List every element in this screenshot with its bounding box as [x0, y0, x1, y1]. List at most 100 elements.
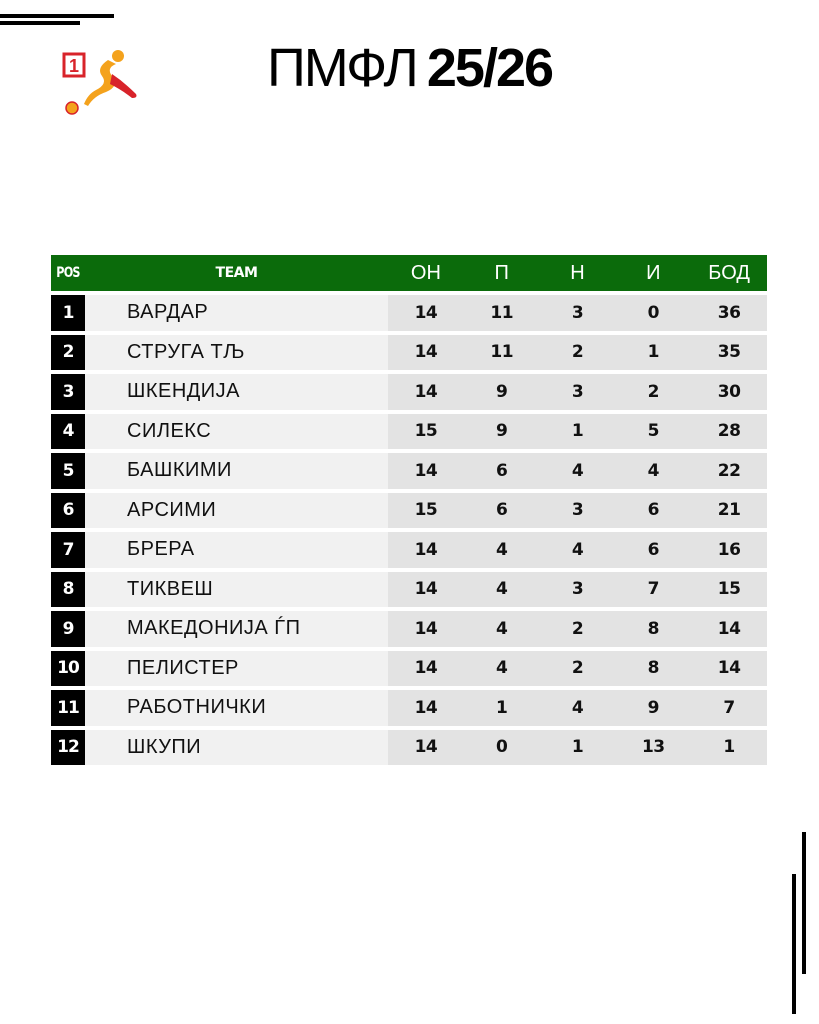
decor-line-top-short: [0, 21, 80, 25]
drawn-cell: 4: [571, 697, 584, 718]
stats-group: 14 9 3 2 30: [388, 374, 767, 410]
points-cell: 30: [717, 381, 741, 402]
table-row: 4 СИЛЕКС 15 9 1 5 28: [51, 413, 767, 449]
drawn-cell: 1: [571, 421, 584, 442]
team-name-cell: РАБОТНИЧКИ: [85, 690, 388, 726]
played-cell: 14: [414, 302, 438, 323]
header-team: TEAM: [215, 265, 258, 281]
page-title: ПМФЛ 25/26: [0, 38, 819, 98]
played-cell: 14: [414, 579, 438, 600]
stats-group: 14 4 3 7 15: [388, 571, 767, 607]
team-name-cell: СИЛЕКС: [85, 413, 388, 449]
lost-cell: 8: [647, 658, 660, 679]
stats-group: 14 11 3 0 36: [388, 295, 767, 331]
won-cell: 0: [496, 737, 508, 758]
team-name-cell: СТРУГА ТЉ: [85, 334, 388, 370]
table-header: POS TEAM ОН П Н И БОД: [51, 255, 767, 291]
stats-group: 15 6 3 6 21: [388, 492, 767, 528]
played-cell: 14: [414, 381, 438, 402]
table-body: 1 ВАРДАР 14 11 3 0 36 2 СТРУГА ТЉ 14 11 2 1 35 3 ШКЕНДИ…: [51, 295, 767, 765]
title-season: 25/26: [426, 38, 554, 98]
won-cell: 4: [496, 539, 508, 560]
lost-cell: 0: [647, 302, 660, 323]
position-cell: 2: [51, 334, 85, 370]
won-cell: 4: [496, 579, 508, 600]
logo-badge-number: 1: [69, 56, 79, 76]
lost-cell: 9: [647, 697, 660, 718]
position-cell: 9: [51, 611, 85, 647]
played-cell: 14: [414, 460, 438, 481]
lost-cell: 6: [647, 500, 660, 521]
stats-group: 14 4 4 6 16: [388, 532, 767, 568]
drawn-cell: 1: [571, 737, 584, 758]
table-row: 3 ШКЕНДИЈА 14 9 3 2 30: [51, 374, 767, 410]
table-row: 7 БРЕРА 14 4 4 6 16: [51, 532, 767, 568]
won-cell: 1: [496, 697, 508, 718]
played-cell: 14: [414, 618, 438, 639]
position-cell: 3: [51, 374, 85, 410]
position-cell: 5: [51, 453, 85, 489]
lost-cell: 8: [647, 618, 660, 639]
position-cell: 7: [51, 532, 85, 568]
position-cell: 12: [51, 729, 85, 765]
points-cell: 15: [717, 579, 741, 600]
lost-cell: 5: [647, 421, 660, 442]
table-row: 8 ТИКВЕШ 14 4 3 7 15: [51, 571, 767, 607]
lost-cell: 7: [647, 579, 660, 600]
drawn-cell: 4: [571, 539, 584, 560]
drawn-cell: 2: [571, 658, 584, 679]
drawn-cell: 2: [571, 618, 584, 639]
won-cell: 9: [496, 381, 508, 402]
table-row: 1 ВАРДАР 14 11 3 0 36: [51, 295, 767, 331]
played-cell: 14: [414, 342, 438, 363]
stats-group: 14 4 2 8 14: [388, 611, 767, 647]
team-name-cell: ТИКВЕШ: [85, 571, 388, 607]
table-row: 11 РАБОТНИЧКИ 14 1 4 9 7: [51, 690, 767, 726]
table-row: 6 АРСИМИ 15 6 3 6 21: [51, 492, 767, 528]
table-row: 12 ШКУПИ 14 0 1 13 1: [51, 729, 767, 765]
points-cell: 1: [723, 737, 735, 758]
team-name-cell: ВАРДАР: [85, 295, 388, 331]
played-cell: 14: [414, 697, 438, 718]
header-points: БОД: [708, 261, 750, 284]
stats-group: 14 4 2 8 14: [388, 650, 767, 686]
standings-table: POS TEAM ОН П Н И БОД 1 ВАРДАР 14 11 3 0 36 2 СТ…: [51, 255, 767, 765]
points-cell: 36: [717, 302, 741, 323]
drawn-cell: 3: [571, 579, 584, 600]
header-pos: POS: [56, 265, 80, 281]
team-name-cell: ШКУПИ: [85, 729, 388, 765]
table-row: 2 СТРУГА ТЉ 14 11 2 1 35: [51, 334, 767, 370]
stats-group: 14 1 4 9 7: [388, 690, 767, 726]
position-cell: 8: [51, 571, 85, 607]
lost-cell: 6: [647, 539, 660, 560]
points-cell: 28: [717, 421, 741, 442]
drawn-cell: 4: [571, 460, 584, 481]
team-name-cell: БРЕРА: [85, 532, 388, 568]
played-cell: 14: [414, 658, 438, 679]
position-cell: 1: [51, 295, 85, 331]
won-cell: 6: [496, 500, 508, 521]
played-cell: 15: [414, 500, 438, 521]
points-cell: 22: [717, 460, 741, 481]
won-cell: 9: [496, 421, 508, 442]
drawn-cell: 3: [571, 302, 584, 323]
header-lost: И: [646, 261, 661, 284]
team-name-cell: ПЕЛИСТЕР: [85, 650, 388, 686]
drawn-cell: 3: [571, 500, 584, 521]
stats-group: 14 11 2 1 35: [388, 334, 767, 370]
team-name-cell: БАШКИМИ: [85, 453, 388, 489]
won-cell: 11: [490, 302, 514, 323]
won-cell: 4: [496, 618, 508, 639]
played-cell: 14: [414, 737, 438, 758]
won-cell: 11: [490, 342, 514, 363]
points-cell: 14: [717, 658, 741, 679]
decor-line-right-short: [792, 874, 796, 1014]
decor-line-top-long: [0, 14, 114, 18]
points-cell: 14: [717, 618, 741, 639]
table-row: 5 БАШКИМИ 14 6 4 4 22: [51, 453, 767, 489]
table-row: 10 ПЕЛИСТЕР 14 4 2 8 14: [51, 650, 767, 686]
header-played: ОН: [410, 261, 441, 284]
drawn-cell: 2: [571, 342, 584, 363]
team-name-cell: АРСИМИ: [85, 492, 388, 528]
team-name-cell: ШКЕНДИЈА: [85, 374, 388, 410]
